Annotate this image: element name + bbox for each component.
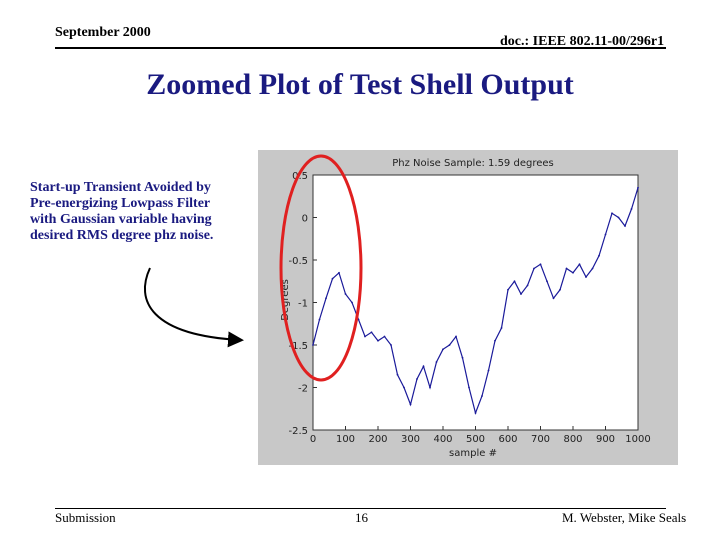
data-point [403,386,405,389]
y-axis-label: Degrees [280,279,291,321]
data-point [598,254,600,257]
y-tick-label: -1 [298,299,308,310]
header-divider [55,47,666,49]
data-point [461,356,464,359]
data-point [533,267,535,270]
footer-left: Submission [55,510,116,525]
data-point [500,327,503,329]
highlight-circle [279,154,363,382]
y-tick-label: 0 [302,214,308,225]
data-point [494,339,496,342]
data-point [611,212,613,215]
data-point [539,263,542,266]
data-point [396,373,399,376]
data-point [409,403,412,406]
data-point [624,225,626,227]
y-tick-label: -2 [298,384,308,395]
data-point [448,344,451,346]
x-tick-label: 500 [466,434,485,445]
data-point [474,412,477,414]
data-point [364,335,366,338]
data-point [552,297,555,300]
data-point [429,386,431,389]
data-point [442,348,444,351]
data-point [565,267,568,270]
annotation-caption: Start-up Transient Avoided by Pre-energi… [30,180,214,243]
data-point [383,335,386,338]
data-point [585,276,587,278]
data-point [617,216,620,219]
data-point [468,386,470,389]
data-point [416,378,418,380]
data-point [344,293,347,295]
data-point [526,284,529,287]
x-tick-label: 300 [401,434,420,445]
data-point [507,288,509,291]
x-tick-label: 0 [310,434,316,445]
data-point [370,331,373,334]
x-tick-label: 600 [498,434,517,445]
plot-area [312,174,639,431]
page-number: 16 [355,510,368,525]
data-point [318,318,321,321]
data-point [435,361,438,363]
plot-panel: Phz Noise Sample: 1.59 degrees sample # … [258,150,678,465]
y-tick-label: -1.5 [288,341,308,352]
data-point [422,365,425,368]
x-axis-label: sample # [449,448,497,459]
data-point [578,263,581,266]
data-point [591,267,594,270]
data-point [325,297,327,300]
x-tick-label: 100 [336,434,355,445]
data-point [572,271,574,274]
data-point [637,186,639,189]
y-tick-label: -2.5 [288,426,308,437]
data-point [604,233,607,236]
data-point [520,293,522,295]
x-tick-label: 800 [563,434,582,445]
data-point [559,288,561,291]
header-doc-id: doc.: IEEE 802.11-00/296r1 [500,34,665,49]
chart-title: Phz Noise Sample: 1.59 degrees [392,158,553,169]
x-tick-label: 400 [433,434,452,445]
data-point [338,271,340,274]
data-point [351,301,353,304]
x-tick-label: 900 [596,434,615,445]
x-tick-label: 700 [531,434,550,445]
data-point [331,277,334,280]
header-date: September 2000 [55,25,151,40]
data-point [546,280,548,283]
data-point [481,395,483,397]
y-tick-label: 0.5 [292,171,308,182]
data-point [487,369,490,372]
data-point [377,339,379,342]
slide-title: Zoomed Plot of Test Shell Output [146,68,574,101]
x-tick-label: 1000 [625,434,650,445]
data-point [630,208,633,210]
phase-noise-chart: Phz Noise Sample: 1.59 degrees sample # … [279,154,651,459]
data-point [455,335,457,338]
footer-authors: M. Webster, Mike Seals [562,510,687,525]
y-tick-label: -0.5 [288,256,308,267]
data-point [390,344,392,346]
x-tick-label: 200 [368,434,387,445]
footer-divider [55,508,666,509]
data-point [312,344,314,346]
data-point [513,280,516,283]
